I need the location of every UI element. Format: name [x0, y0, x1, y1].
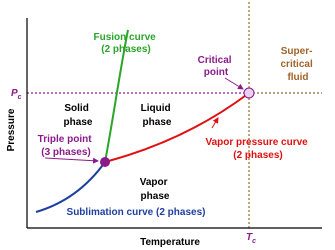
label-line: Critical	[198, 55, 232, 66]
fusion-curve-line	[104, 29, 129, 163]
label-line: Liquid	[141, 103, 171, 114]
label-line: Vapor pressure curve	[205, 137, 308, 148]
label-line: phase	[143, 117, 172, 128]
label-line: Vapor	[140, 177, 168, 188]
fusion-label: Fusion curve (2 phases)	[93, 32, 158, 55]
vapor-label: Vapor phase	[140, 177, 171, 202]
x-axis-label: Temperature	[140, 237, 200, 248]
label-line: critical	[280, 59, 312, 70]
label-line: Fusion curve	[93, 32, 156, 43]
critical-arrow	[224, 77, 244, 90]
triple-point-marker	[100, 157, 110, 167]
label-sub: c	[252, 238, 256, 245]
label-line: Solid	[64, 103, 88, 114]
label-main: P	[11, 88, 18, 99]
label-line: (3 phases)	[41, 147, 90, 158]
label-main: T	[246, 232, 253, 243]
pc-label: Pc	[11, 88, 22, 101]
sublimation-label: Sublimation curve (2 phases)	[67, 207, 206, 218]
label-sub: c	[18, 94, 22, 101]
label-line: phase	[64, 117, 93, 128]
critical-label: Critical point	[198, 55, 235, 78]
vapor-pressure-label: Vapor pressure curve (2 phases)	[205, 137, 310, 161]
label-line: phase	[141, 191, 170, 202]
critical-point-marker	[243, 87, 255, 99]
label-line: (2 phases)	[233, 150, 282, 161]
triple-arrow	[44, 157, 99, 164]
tc-label: Tc	[246, 232, 256, 245]
sublimation-curve-line	[35, 161, 106, 213]
supercritical-label: Super- critical fluid	[280, 46, 315, 83]
label-line: Triple point	[38, 134, 93, 145]
label-line: Super-	[281, 46, 313, 57]
label-line: (2 phases)	[101, 44, 150, 55]
y-axis-label: Pressure	[6, 108, 17, 151]
triple-label: Triple point (3 phases)	[38, 134, 95, 158]
label-line: point	[204, 67, 229, 78]
liquid-label: Liquid phase	[141, 103, 174, 128]
vapor-arrow	[211, 117, 219, 129]
label-line: fluid	[287, 72, 308, 83]
vapor-pressure-curve-line	[104, 92, 250, 163]
solid-label: Solid phase	[64, 103, 93, 128]
